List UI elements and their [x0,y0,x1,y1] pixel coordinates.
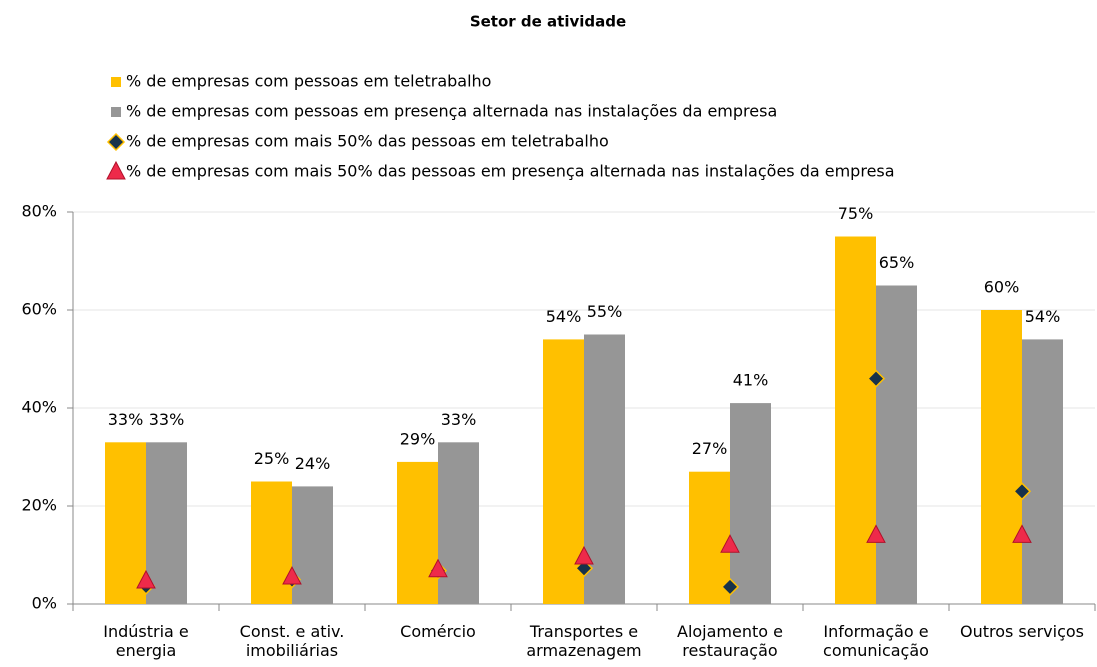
value-label: 54% [546,307,582,326]
value-label: 60% [984,278,1020,297]
legend-label: % de empresas com mais 50% das pessoas e… [126,162,895,181]
x-tick-label: Outros serviços [959,622,1085,641]
legend-label: % de empresas com mais 50% das pessoas e… [126,132,609,151]
x-tick-label: Const. e ativ. imobiliárias [239,622,345,660]
point [428,558,448,578]
value-label: 33% [108,410,144,429]
bar [292,486,333,604]
x-tick-label: Transportes e armazenagem [526,622,642,660]
point [720,577,740,596]
x-tick-label: Alojamento e restauração [677,622,783,660]
value-label: 65% [879,253,915,272]
y-tick-label: 20% [21,496,57,515]
chart-title: Setor de atividade [470,13,626,31]
value-label: 29% [400,429,436,448]
bar [105,442,146,604]
bar [981,310,1022,604]
value-label: 33% [149,410,185,429]
value-label: 24% [295,454,331,473]
bar [835,236,876,604]
bar [730,403,771,604]
value-label: 25% [254,449,290,468]
value-label: 75% [838,204,874,223]
bar [1022,339,1063,604]
y-tick-label: 0% [32,594,57,613]
legend-swatch [111,77,121,87]
bar [397,461,438,604]
point [1012,482,1032,501]
bar [876,285,917,604]
point [720,534,740,553]
legend-label: % de empresas com pessoas em teletrabalh… [126,72,491,91]
bar [689,471,730,604]
point [136,569,156,589]
legend-swatch [106,160,126,180]
x-tick-label: Comércio [400,622,476,641]
point [574,545,594,565]
bar [146,442,187,604]
bar [251,481,292,604]
value-label: 54% [1025,307,1061,326]
point [866,524,886,543]
legend-swatch [111,107,121,117]
point [282,565,302,585]
point [1012,524,1032,543]
y-tick-label: 60% [21,300,57,319]
value-label: 27% [692,439,728,458]
x-tick-label: Informação e comunicação [823,622,929,660]
point [866,369,886,388]
value-label: 33% [441,410,477,429]
legend-swatch [106,132,126,152]
legend-label: % de empresas com pessoas em presença al… [126,102,777,121]
value-label: 41% [733,371,769,390]
y-tick-label: 80% [21,202,57,221]
bar [438,442,479,604]
value-label: 55% [587,302,623,321]
x-tick-label: Indústria e energia [103,622,189,660]
y-tick-label: 40% [21,398,57,417]
